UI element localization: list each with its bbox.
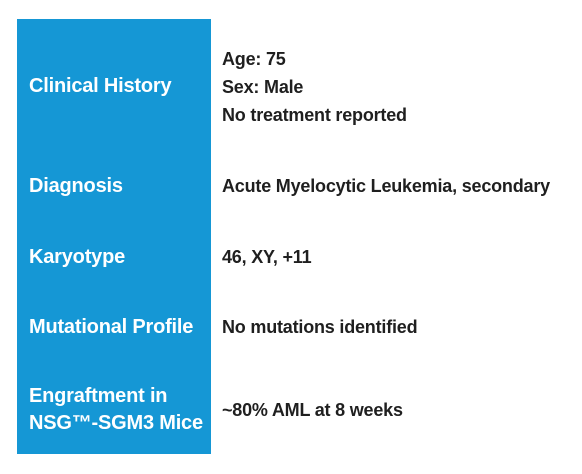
- label-column-background: [17, 19, 211, 454]
- clinical-history-value: Age: 75 Sex: Male No treatment reported: [222, 45, 407, 129]
- engraftment-label-line2: NSG™-SGM3 Mice: [29, 412, 203, 434]
- sex-line: Sex: Male: [222, 76, 304, 97]
- age-line: Age: 75: [222, 48, 286, 69]
- diagnosis-value: Acute Myelocytic Leukemia, secondary: [222, 176, 550, 196]
- row-mutational-profile: Mutational Profile No mutations identifi…: [0, 313, 582, 341]
- row-clinical-history: Clinical History Age: 75 Sex: Male No tr…: [0, 44, 582, 129]
- row-diagnosis: Diagnosis Acute Myelocytic Leukemia, sec…: [0, 172, 582, 200]
- diagnosis-label: Diagnosis: [29, 174, 123, 197]
- row-karyotype: Karyotype 46, XY, +11: [0, 243, 582, 271]
- engraftment-value: ~80% AML at 8 weeks: [222, 400, 403, 420]
- karyotype-label: Karyotype: [29, 245, 126, 268]
- mutational-profile-value: No mutations identified: [222, 317, 418, 337]
- karyotype-value: 46, XY, +11: [222, 247, 312, 267]
- clinical-history-label: Clinical History: [29, 75, 172, 97]
- row-engraftment: Engraftment in NSG™-SGM3 Mice ~80% AML a…: [0, 381, 582, 439]
- engraftment-label-line1: Engraftment in: [29, 385, 168, 407]
- mutational-profile-label: Mutational Profile: [29, 315, 194, 338]
- treatment-line: No treatment reported: [222, 104, 407, 125]
- engraftment-label: Engraftment in NSG™-SGM3 Mice: [17, 383, 211, 437]
